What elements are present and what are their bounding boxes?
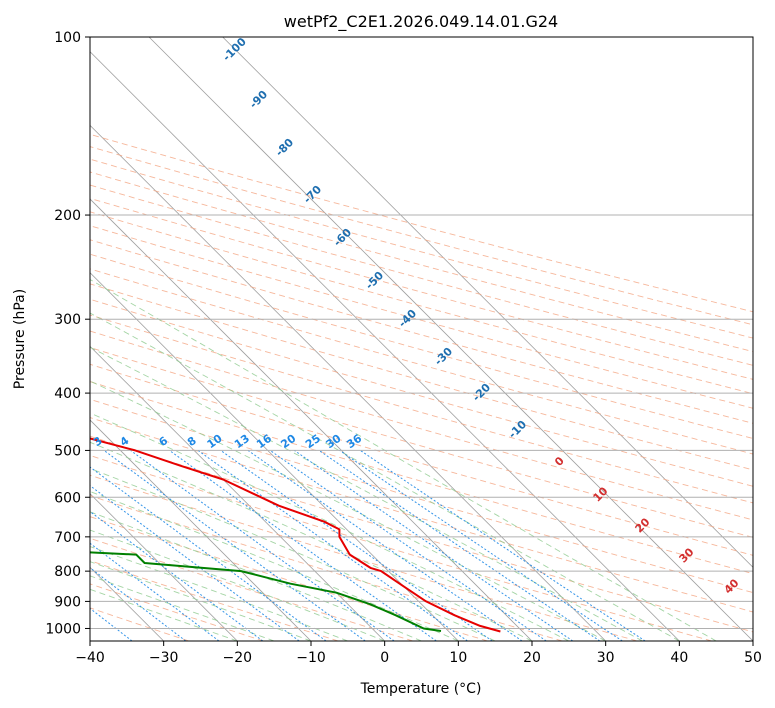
moist-adiabat [90, 467, 496, 641]
moist-adiabat [90, 575, 275, 641]
skewed-isotherm [90, 419, 312, 641]
dry-adiabat [90, 583, 264, 641]
y-axis-label: Pressure (hPa) [12, 289, 28, 389]
y-tick-label: 1000 [45, 621, 81, 637]
moist-adiabat [90, 279, 717, 641]
x-tick-label: 10 [449, 650, 467, 666]
profiles [90, 437, 501, 633]
dry-adiabat [90, 454, 712, 641]
y-tick-label: 400 [54, 386, 81, 402]
dry-adiabat [90, 474, 638, 641]
x-tick-label: −20 [223, 650, 253, 666]
mixing-ratio-line [103, 449, 366, 641]
plot-frame [89, 36, 754, 642]
x-tick-label: 40 [670, 650, 688, 666]
dry-adiabat [90, 398, 753, 594]
dry-adiabat [90, 225, 753, 409]
dry-adiabat [90, 158, 753, 339]
y-axis-ticks: 100 200 300 400 500 600 700 800 900 1000 [45, 30, 90, 637]
mixing-ratio-line [339, 449, 623, 641]
y-tick-label: 900 [54, 594, 81, 610]
mixing-ratio-line [130, 449, 395, 641]
temperature-profile [90, 437, 501, 633]
moist-adiabat [90, 441, 533, 641]
y-tick-label: 300 [54, 312, 81, 328]
dry-adiabat [90, 516, 488, 641]
x-axis-ticks: −40 −30 −20 −10 0 10 20 30 40 50 [75, 641, 762, 666]
y-tick-label: 800 [54, 564, 81, 580]
mixing-ratio-line [294, 449, 574, 641]
mixing-ratio-line [247, 449, 523, 641]
skewed-isotherm [90, 51, 680, 641]
mixing-ratio-line [169, 449, 437, 641]
grid-lines [90, 37, 753, 629]
x-tick-label: 20 [523, 650, 541, 666]
dry-adiabat [90, 363, 753, 556]
dry-adiabat [90, 146, 753, 326]
mixing-ratio-line [197, 449, 468, 641]
y-tick-label: 100 [54, 30, 81, 46]
x-tick-label: 0 [380, 650, 389, 666]
moist-adiabat [90, 312, 680, 641]
mixing-ratio-line [360, 449, 646, 641]
dewpoint-profile [90, 551, 442, 632]
dry-adiabat [90, 417, 753, 613]
skewed-isotherm [90, 345, 385, 641]
y-tick-label: 600 [54, 490, 81, 506]
mixing-ratio-line [90, 466, 327, 641]
dry-adiabat [90, 347, 753, 538]
dry-adiabat [90, 211, 753, 395]
y-tick-label: 700 [54, 530, 81, 546]
skewed-isotherm [222, 37, 753, 568]
skewed-isotherm [148, 37, 753, 641]
moist-adiabat [90, 511, 422, 641]
moist-adiabat [90, 380, 606, 641]
moist-adiabat [90, 561, 312, 641]
x-axis-label: Temperature (°C) [360, 681, 482, 697]
moist-adiabat [90, 529, 385, 641]
skewed-isotherm [90, 493, 238, 641]
dry-adiabat [90, 381, 753, 575]
moist-adiabat [90, 490, 459, 641]
background-lines [90, 37, 753, 641]
chart-title: wetPf2_C2E1.2026.049.14.01.G24 [284, 12, 558, 32]
dry-adiabat [90, 184, 753, 366]
skewed-isotherm [90, 124, 606, 641]
mixing-ratio-line [90, 542, 220, 641]
x-tick-label: −30 [149, 650, 179, 666]
dry-adiabat [90, 253, 753, 439]
y-tick-label: 200 [54, 208, 81, 224]
skewed-isotherm [90, 198, 533, 641]
x-tick-label: −10 [296, 650, 326, 666]
x-tick-label: 30 [597, 650, 615, 666]
moist-adiabat [90, 346, 643, 641]
x-tick-label: 50 [744, 650, 762, 666]
skewed-isotherm [90, 272, 459, 641]
mixing-ratio-line [269, 449, 547, 641]
y-tick-label: 500 [54, 443, 81, 459]
x-tick-label: −40 [75, 650, 105, 666]
